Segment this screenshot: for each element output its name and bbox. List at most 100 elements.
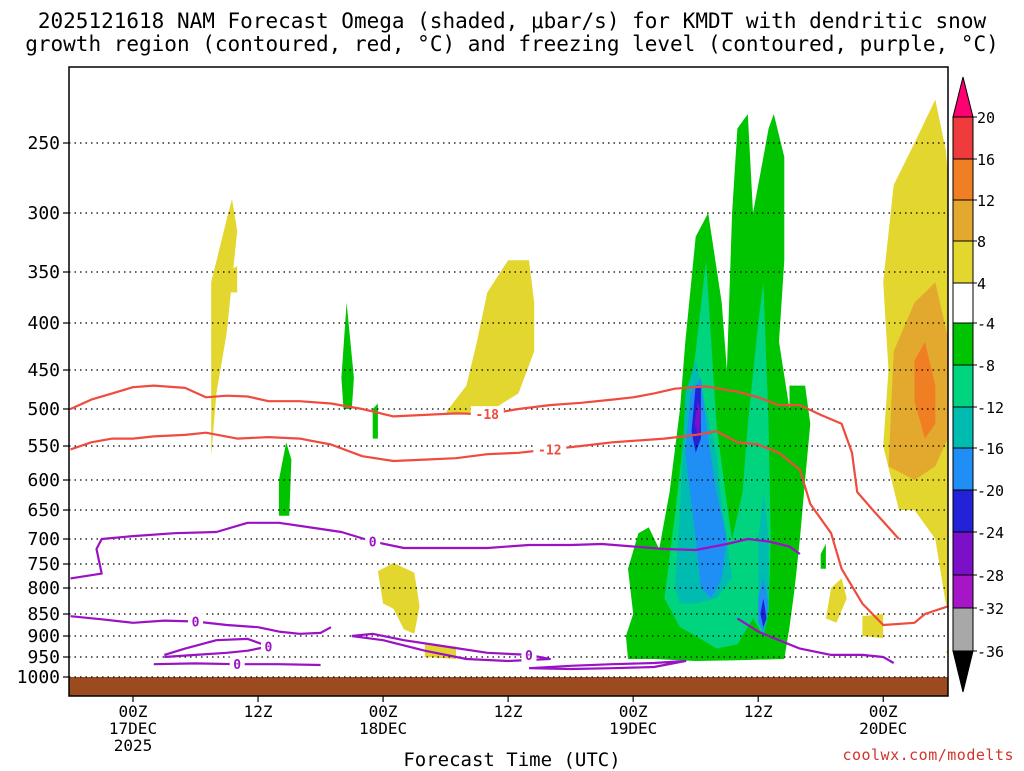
omega-region-3	[377, 563, 420, 634]
y-tick-label-800: 800	[27, 578, 60, 599]
colorbar-label-10: -24	[977, 524, 1004, 542]
freezing-contour-2	[163, 637, 270, 659]
colorbar-swatch-0	[952, 116, 974, 160]
x-tick-label-72: 00Z	[869, 702, 898, 721]
freezing-contour-label-4: 0	[525, 649, 533, 664]
freezing-contour-label-3: 0	[233, 658, 241, 673]
omega-region-11	[278, 442, 292, 516]
colorbar-label-0: 20	[977, 109, 995, 127]
colorbar-swatch-8	[952, 447, 974, 491]
colorbar-bottom-arrow	[952, 650, 974, 693]
freezing-label-bg-1	[188, 613, 204, 630]
ground-surface	[69, 677, 948, 696]
colorbar-top-arrow	[952, 76, 974, 118]
omega-colorbar: 20 16 12 8 4 -4 -8 -12 -16 -20 -24 -28 -32 -36	[952, 76, 1004, 693]
colorbar-swatch-7	[952, 406, 974, 449]
colorbar-label-12: -32	[977, 600, 1004, 618]
colorbar-swatch-4	[952, 282, 974, 324]
dendritic-contour-0	[70, 384, 900, 540]
colorbar-label-1: 16	[977, 151, 995, 169]
y-tick-label-950: 950	[27, 647, 60, 668]
dendritic-contour-label-1: -12	[538, 443, 561, 458]
omega-region-0	[195, 199, 238, 457]
y-tick-label-500: 500	[27, 399, 60, 420]
omega-shading	[195, 99, 948, 661]
dendritic-contour-1	[70, 430, 948, 627]
colorbar-swatch-2	[952, 199, 974, 242]
y-tick-label-900: 900	[27, 626, 60, 647]
y-tick-label-350: 350	[27, 262, 60, 283]
y-tick-label-1000: 1000	[17, 667, 60, 688]
x-tick-label-36: 12Z	[494, 702, 523, 721]
freezing-label-bg-4	[521, 646, 537, 663]
colorbar-label-6: -8	[977, 357, 995, 375]
y-tick-label-250: 250	[27, 133, 60, 154]
colorbar-swatch-12	[952, 607, 974, 652]
freezing-label-bg-2	[260, 638, 276, 655]
x-tick-label-60: 12Z	[744, 702, 773, 721]
x-tick-year-0: 2025	[114, 736, 153, 755]
colorbar-label-11: -28	[977, 567, 1004, 585]
y-tick-label-300: 300	[27, 203, 60, 224]
y-tick-label-600: 600	[27, 470, 60, 491]
omega-region-12	[341, 302, 354, 409]
colorbar-swatch-11	[952, 574, 974, 609]
chart-title-line1: 2025121618 NAM Forecast Omega (shaded, μ…	[37, 9, 987, 33]
freezing-contour-label-2: 0	[265, 641, 273, 656]
colorbar-swatch-5	[952, 322, 974, 366]
freezing-label-bg-3	[229, 656, 245, 673]
credit-text: coolwx.com/modelts	[842, 746, 1014, 764]
colorbar-label-4: 4	[977, 275, 986, 293]
colorbar-label-8: -16	[977, 440, 1004, 458]
omega-region-15	[820, 544, 826, 569]
x-tick-date-48: 19DEC	[609, 719, 657, 738]
y-tick-label-450: 450	[27, 360, 60, 381]
chart-title-line2: growth region (contoured, red, °C) and f…	[25, 32, 999, 56]
y-tick-label-650: 650	[27, 500, 60, 521]
freezing-contour-label-0: 0	[369, 536, 377, 551]
dendritic-contour-label-0: -18	[476, 408, 500, 423]
colorbar-swatch-6	[952, 364, 974, 408]
dendritic-label-bg-1	[533, 441, 567, 458]
omega-region-1	[226, 266, 238, 293]
colorbar-label-9: -20	[977, 482, 1004, 500]
freezing-contour-5	[528, 659, 687, 671]
colorbar-label-7: -12	[977, 399, 1004, 417]
x-tick-date-72: 20DEC	[859, 719, 907, 738]
freezing-contour-4	[351, 632, 551, 663]
x-tick-label-24: 00Z	[369, 702, 398, 721]
freezing-label-bg-0	[365, 533, 381, 550]
colorbar-label-3: 8	[977, 233, 986, 251]
y-tick-label-400: 400	[27, 313, 60, 334]
omega-region-7	[862, 614, 884, 639]
colorbar-label-5: -4	[977, 315, 995, 333]
temperature-contours: -18 -12 0 0 0 0 0	[70, 384, 948, 673]
y-tick-label-550: 550	[27, 436, 60, 457]
colorbar-label-13: -36	[977, 643, 1004, 661]
colorbar-swatch-9	[952, 489, 974, 533]
pressure-gridlines	[69, 142, 948, 678]
freezing-contour-label-1: 0	[192, 615, 200, 630]
y-tick-label-850: 850	[27, 604, 60, 625]
colorbar-swatch-10	[952, 531, 974, 576]
omega-region-22	[694, 401, 701, 439]
omega-region-23	[760, 598, 767, 628]
x-tick-date-24: 18DEC	[359, 719, 407, 738]
y-tick-label-750: 750	[27, 554, 60, 575]
colorbar-swatch-1	[952, 158, 974, 201]
freezing-contour-1	[70, 615, 332, 635]
x-tick-label-12: 12Z	[244, 702, 273, 721]
colorbar-label-2: 12	[977, 192, 995, 210]
y-axis: 2503003504004505005506006507007508008509…	[17, 133, 69, 688]
colorbar-swatch-3	[952, 240, 974, 284]
omega-region-6	[825, 578, 847, 623]
x-axis-label: Forecast Time (UTC)	[403, 749, 621, 771]
omega-region-10	[914, 341, 936, 439]
freezing-contour-6	[736, 617, 895, 664]
dendritic-label-bg-0	[470, 406, 504, 423]
x-tick-label-48: 00Z	[619, 702, 648, 721]
omega-region-2	[445, 260, 535, 413]
x-tick-label-0: 00Z	[119, 702, 148, 721]
